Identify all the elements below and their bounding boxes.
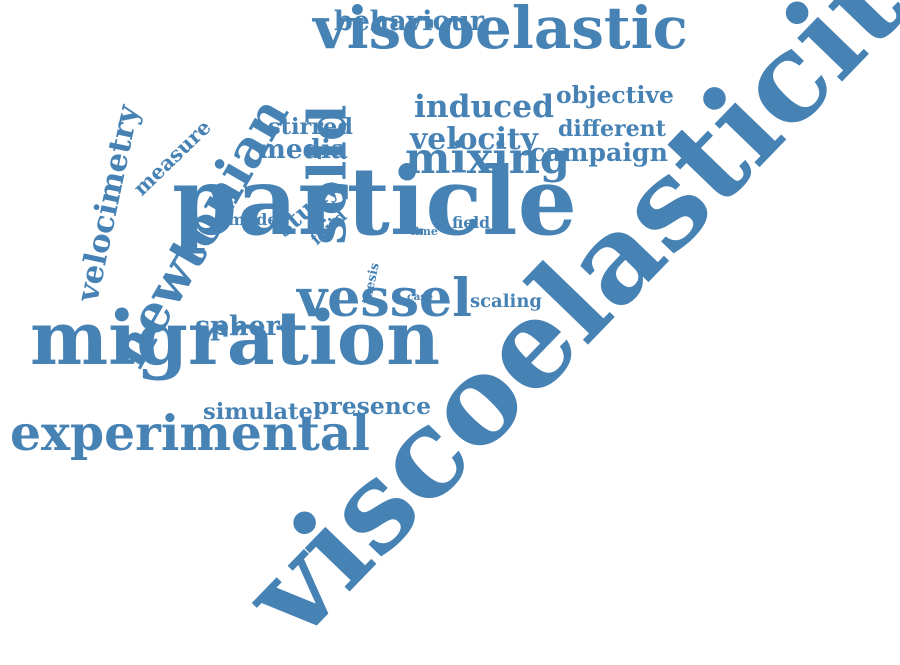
word-behaviour: behaviour [334, 6, 484, 38]
word-vessel: vessel [297, 268, 472, 330]
word-sphere: sphere [195, 311, 297, 342]
word-simulate: simulate [203, 399, 313, 426]
word-case: case [407, 290, 433, 303]
word-velocimetry: velocimetry [69, 101, 147, 305]
word-scaling: scaling [470, 290, 542, 312]
word-campaign: campaign [530, 137, 668, 168]
word-presence: presence [313, 391, 431, 420]
word-induced: induced [414, 88, 554, 125]
word-media: media [258, 134, 348, 166]
word-stirred: stirred [268, 113, 353, 140]
word-velocity: velocity [410, 121, 538, 157]
word-objective: objective [556, 80, 674, 109]
word-viscoelastic: viscoelastic [313, 0, 688, 62]
word-mixing: mixing [405, 134, 570, 185]
word-cloud: viscoelasticity particle migration newto… [10, 0, 900, 665]
word-migration: migration [30, 296, 440, 383]
word-particle: particle [172, 147, 577, 258]
word-different: different [558, 115, 666, 142]
word-model: model [228, 210, 284, 230]
word-field: field [452, 212, 490, 232]
word-time: time [410, 225, 438, 239]
word-experimental: experimental [10, 404, 370, 462]
